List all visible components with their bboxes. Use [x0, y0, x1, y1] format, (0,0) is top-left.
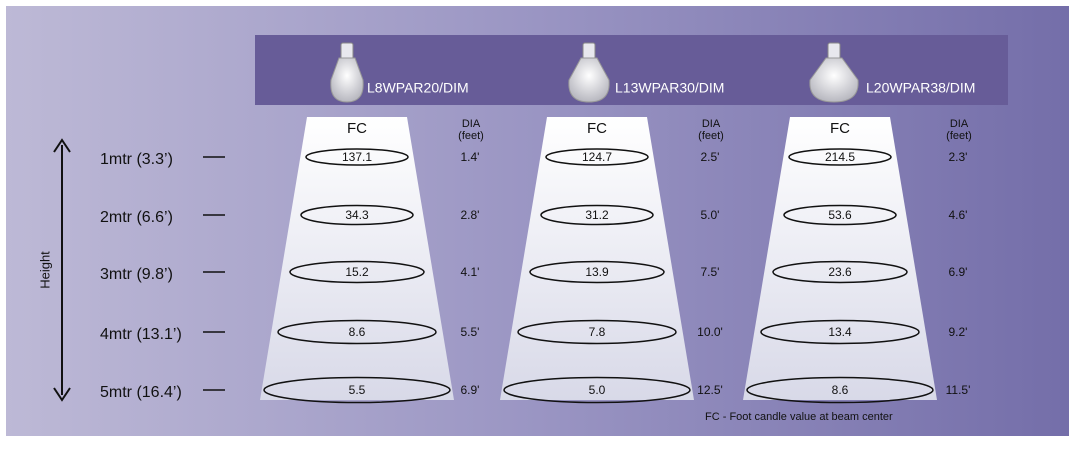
fc-value: 8.6	[832, 383, 849, 397]
fc-header: FC	[587, 120, 607, 137]
fc-header: FC	[830, 120, 850, 137]
fc-header: FC	[347, 120, 367, 137]
dia-value: 4.1'	[461, 265, 480, 279]
dia-header: DIA	[950, 118, 969, 130]
dia-header: DIA	[702, 118, 721, 130]
dia-value: 5.0'	[701, 208, 720, 222]
fc-value: 13.4	[828, 325, 852, 339]
fc-value: 5.5	[349, 383, 366, 397]
dia-value: 11.5'	[946, 383, 971, 397]
axis-label: Height	[37, 251, 52, 289]
dia-value: 10.0'	[697, 325, 723, 339]
footnote: FC - Foot candle value at beam center	[705, 411, 893, 423]
fc-value: 137.1	[342, 150, 372, 164]
fc-value: 214.5	[825, 150, 855, 164]
dia-unit: (feet)	[698, 130, 724, 142]
dia-unit: (feet)	[946, 130, 972, 142]
height-label: 4mtr (13.1’)	[100, 326, 182, 343]
dia-value: 5.5'	[461, 325, 480, 339]
height-label: 1mtr (3.3’)	[100, 151, 173, 168]
fc-value: 13.9	[585, 265, 609, 279]
dia-value: 2.3'	[949, 150, 968, 164]
product-name: L13WPAR30/DIM	[615, 80, 724, 96]
dia-value: 12.5'	[697, 383, 723, 397]
photometric-diagram: Height FC - Foot candle value at beam ce…	[0, 0, 1075, 446]
fc-value: 31.2	[585, 208, 609, 222]
fc-value: 124.7	[582, 150, 612, 164]
dia-value: 7.5'	[701, 265, 720, 279]
dia-value: 9.2'	[949, 325, 968, 339]
fc-value: 5.0	[589, 383, 606, 397]
dia-unit: (feet)	[458, 130, 484, 142]
height-label: 3mtr (9.8’)	[100, 266, 173, 283]
fc-value: 34.3	[345, 208, 369, 222]
bulb-base	[828, 43, 840, 59]
product-name: L20WPAR38/DIM	[866, 80, 975, 96]
dia-value: 6.9'	[461, 383, 480, 397]
product-name: L8WPAR20/DIM	[367, 80, 469, 96]
dia-value: 4.6'	[949, 208, 968, 222]
fc-value: 7.8	[589, 325, 606, 339]
fc-value: 8.6	[349, 325, 366, 339]
fc-value: 23.6	[828, 265, 852, 279]
fc-value: 53.6	[828, 208, 852, 222]
dia-value: 2.8'	[461, 208, 480, 222]
bulb-base	[583, 43, 595, 59]
height-label: 5mtr (16.4’)	[100, 384, 182, 401]
dia-value: 2.5'	[701, 150, 720, 164]
height-label: 2mtr (6.6’)	[100, 209, 173, 226]
bulb-base	[341, 43, 353, 59]
fc-value: 15.2	[345, 265, 369, 279]
dia-value: 1.4'	[461, 150, 480, 164]
dia-value: 6.9'	[949, 265, 968, 279]
dia-header: DIA	[462, 118, 481, 130]
